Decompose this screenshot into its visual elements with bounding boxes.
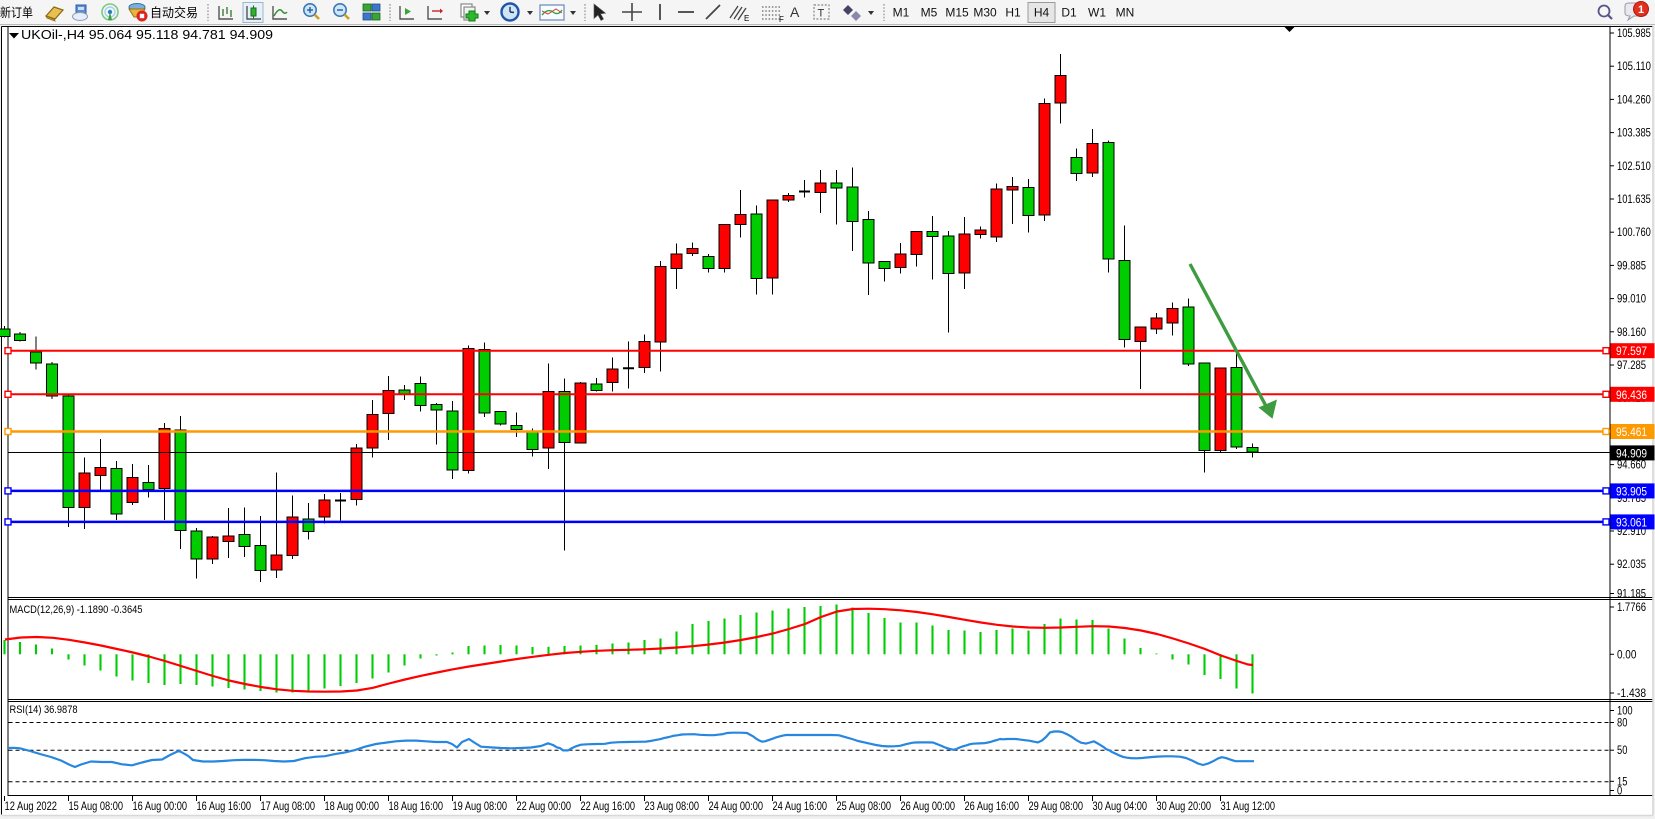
svg-text:18 Aug 16:00: 18 Aug 16:00 — [389, 801, 444, 813]
svg-text:96.436: 96.436 — [1616, 388, 1647, 402]
svg-text:16 Aug 16:00: 16 Aug 16:00 — [197, 801, 252, 813]
svg-text:H1: H1 — [1005, 6, 1021, 20]
svg-text:16 Aug 00:00: 16 Aug 00:00 — [133, 801, 188, 813]
svg-text:100: 100 — [1617, 706, 1633, 718]
svg-text:104.260: 104.260 — [1617, 94, 1651, 106]
svg-text:0: 0 — [1617, 786, 1622, 798]
svg-text:17 Aug 08:00: 17 Aug 08:00 — [261, 801, 316, 813]
svg-text:D1: D1 — [1061, 6, 1077, 20]
svg-text:W1: W1 — [1088, 6, 1106, 20]
svg-text:RSI(14) 36.9878: RSI(14) 36.9878 — [10, 704, 78, 716]
svg-text:23 Aug 08:00: 23 Aug 08:00 — [645, 801, 700, 813]
svg-text:22 Aug 16:00: 22 Aug 16:00 — [581, 801, 636, 813]
svg-text:102.510: 102.510 — [1617, 161, 1651, 173]
svg-text:E: E — [744, 14, 749, 23]
svg-text:80: 80 — [1617, 718, 1627, 730]
svg-text:0.00: 0.00 — [1617, 649, 1636, 661]
svg-text:F: F — [779, 15, 784, 24]
svg-text:94.660: 94.660 — [1617, 460, 1646, 472]
svg-text:26 Aug 00:00: 26 Aug 00:00 — [901, 801, 956, 813]
svg-text:105.110: 105.110 — [1617, 61, 1651, 73]
svg-text:95.461: 95.461 — [1616, 425, 1647, 439]
svg-text:M1: M1 — [893, 6, 910, 20]
svg-text:98.160: 98.160 — [1617, 327, 1646, 339]
svg-text:92.035: 92.035 — [1617, 559, 1646, 571]
svg-text:103.385: 103.385 — [1617, 128, 1651, 140]
svg-text:A: A — [790, 4, 800, 20]
svg-text:24 Aug 16:00: 24 Aug 16:00 — [773, 801, 828, 813]
svg-text:91.185: 91.185 — [1617, 589, 1646, 601]
svg-text:19 Aug 08:00: 19 Aug 08:00 — [453, 801, 508, 813]
svg-text:22 Aug 00:00: 22 Aug 00:00 — [517, 801, 572, 813]
svg-text:12 Aug 2022: 12 Aug 2022 — [5, 801, 58, 813]
svg-text:1: 1 — [1638, 4, 1644, 16]
svg-text:UKOil-,H4 95.064 95.118 94.78: UKOil-,H4 95.064 95.118 94.781 94.909 — [21, 28, 273, 42]
svg-text:H4: H4 — [1034, 6, 1050, 20]
svg-text:新订单: 新订单 — [0, 5, 33, 20]
svg-text:M5: M5 — [921, 6, 938, 20]
svg-text:25 Aug 08:00: 25 Aug 08:00 — [837, 801, 892, 813]
svg-text:29 Aug 08:00: 29 Aug 08:00 — [1029, 801, 1084, 813]
svg-text:31 Aug 12:00: 31 Aug 12:00 — [1221, 801, 1276, 813]
svg-text:99.010: 99.010 — [1617, 294, 1646, 306]
svg-text:MACD(12,26,9) -1.1890 -0.3645: MACD(12,26,9) -1.1890 -0.3645 — [10, 604, 143, 616]
svg-text:94.909: 94.909 — [1616, 446, 1647, 460]
svg-text:M15: M15 — [945, 6, 969, 20]
svg-text:93.905: 93.905 — [1616, 484, 1647, 498]
svg-text:MN: MN — [1116, 6, 1135, 20]
svg-text:101.635: 101.635 — [1617, 194, 1651, 206]
svg-text:自动交易: 自动交易 — [150, 5, 198, 20]
svg-text:24 Aug 00:00: 24 Aug 00:00 — [709, 801, 764, 813]
svg-text:50: 50 — [1617, 745, 1627, 757]
svg-text:97.597: 97.597 — [1616, 344, 1647, 358]
svg-text:97.285: 97.285 — [1617, 360, 1646, 372]
svg-text:105.985: 105.985 — [1617, 28, 1651, 40]
svg-text:1.7766: 1.7766 — [1617, 602, 1646, 614]
svg-text:100.760: 100.760 — [1617, 227, 1651, 239]
svg-text:26 Aug 16:00: 26 Aug 16:00 — [965, 801, 1020, 813]
svg-text:15: 15 — [1617, 776, 1627, 788]
svg-text:M30: M30 — [973, 6, 997, 20]
svg-text:-1.438: -1.438 — [1617, 688, 1646, 700]
svg-text:18 Aug 00:00: 18 Aug 00:00 — [325, 801, 380, 813]
svg-text:30 Aug 04:00: 30 Aug 04:00 — [1093, 801, 1148, 813]
svg-text:T: T — [818, 8, 825, 20]
svg-text:30 Aug 20:00: 30 Aug 20:00 — [1157, 801, 1212, 813]
svg-text:15 Aug 08:00: 15 Aug 08:00 — [69, 801, 124, 813]
svg-text:93.061: 93.061 — [1616, 515, 1647, 529]
svg-text:99.885: 99.885 — [1617, 260, 1646, 272]
